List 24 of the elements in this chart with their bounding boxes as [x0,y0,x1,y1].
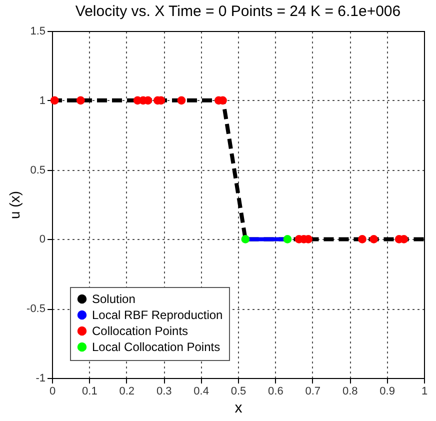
x-tick-label: 0.3 [156,386,172,398]
x-tick-label: 1 [421,386,428,398]
x-tick-label: 0.9 [380,386,395,398]
y-axis-title: u (x) [6,191,23,219]
y-tick-label: 0.5 [30,164,46,176]
legend-label: Solution [92,292,136,306]
y-tick-label: -0.5 [26,303,46,316]
y-tick-label: 0 [39,234,46,246]
x-tick-label: 0 [49,386,56,398]
x-tick-label: 0.5 [230,386,246,398]
y-tick-label: 1 [39,94,46,107]
x-tick-label: 0.6 [268,386,284,398]
x-tick-label: 0.8 [342,386,358,398]
x-tick-label: 0.7 [305,386,321,398]
legend-label: Local Collocation Points [92,340,220,354]
x-axis-title: x [234,400,243,416]
y-tick-label: -1 [36,372,46,384]
y-tick-label: 1.5 [30,26,46,38]
legend-label: Collocation Points [92,324,188,338]
legend-label: Local RBF Reproduction [92,308,223,322]
x-tick-label: 0.4 [194,386,209,398]
chart-title: Velocity vs. X Time = 0 Points = 24 K = 6.1e+006 [75,3,401,20]
x-tick-label: 0.1 [82,386,98,398]
x-tick-label: 0.2 [119,386,135,398]
